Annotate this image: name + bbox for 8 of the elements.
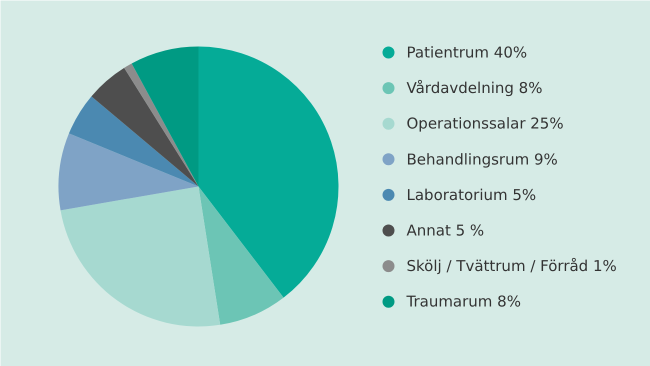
legend-label: Operationssalar 25% <box>406 114 564 133</box>
legend-label: Vårdavdelning 8% <box>406 79 542 98</box>
legend-label: Behandlingsrum 9% <box>406 150 558 168</box>
legend-label: Annat 5 % <box>406 222 484 240</box>
legend-label: Patientrum 40% <box>406 44 528 62</box>
legend-label: Laboratorium 5% <box>406 186 536 204</box>
legend-label: Skölj / Tvättrum / Förråd 1% <box>406 257 617 276</box>
legend-label: Traumarum 8% <box>406 292 521 311</box>
